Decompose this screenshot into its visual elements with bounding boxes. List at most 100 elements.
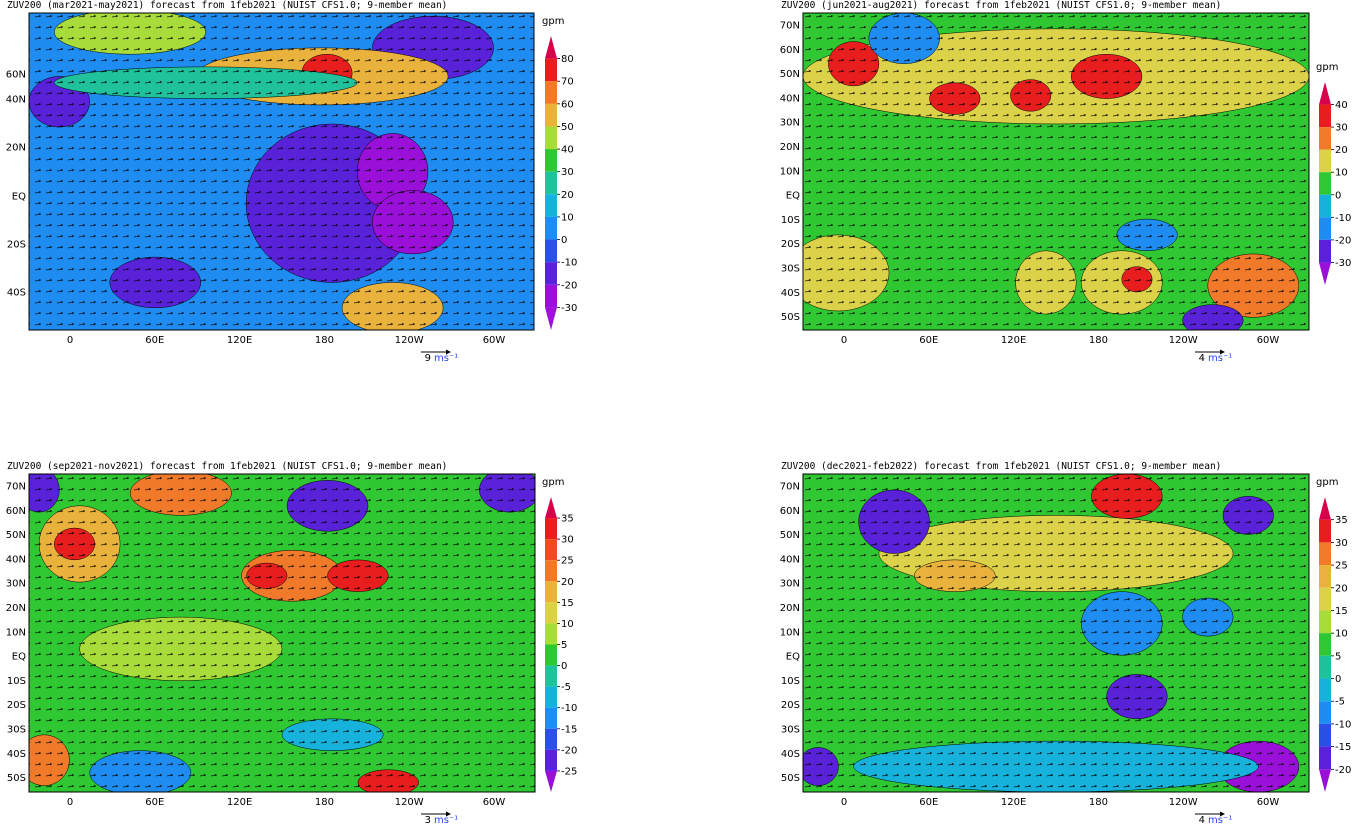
colorbar-label: 35 (1335, 515, 1348, 526)
colorbar-segment (545, 239, 557, 263)
colorbar-label: -5 (1335, 697, 1345, 708)
lon-label: 120W (395, 335, 424, 346)
lat-label: 30N (6, 579, 26, 590)
ref-unit: ms⁻¹ (1208, 353, 1232, 364)
ref-value: 3 (425, 815, 431, 826)
colorbar-segment (545, 644, 557, 666)
lat-label: 70N (780, 482, 800, 493)
ref-vector-head (446, 811, 451, 817)
lat-label: 50S (781, 312, 800, 323)
plot-frame (802, 12, 1310, 331)
colorbar-segment (1319, 104, 1331, 128)
lat-label: 20N (780, 603, 800, 614)
colorbar-label: 10 (1335, 629, 1348, 640)
colorbar-segment (1319, 678, 1331, 702)
lat-label: 60N (6, 70, 26, 81)
colorbar-segment (1319, 746, 1331, 770)
lon-label: 180 (315, 335, 334, 346)
lat-label: 20S (781, 239, 800, 250)
lat-label: EQ (786, 652, 800, 663)
lat-label: 20S (7, 240, 26, 251)
colorbar-label: 50 (561, 122, 574, 133)
lat-label: 10S (781, 676, 800, 687)
colorbar-segment (1319, 655, 1331, 679)
plot-frame (28, 12, 535, 331)
colorbar-label: 0 (1335, 674, 1341, 685)
contour-field (29, 13, 534, 330)
ref-vector-head (1220, 349, 1225, 355)
colorbar-segment (545, 623, 557, 645)
lat-label: 40S (781, 749, 800, 760)
colorbar-segment (545, 560, 557, 582)
wind-vectors (803, 13, 1309, 330)
colorbar-label: 15 (1335, 606, 1348, 617)
wind-vectors (29, 474, 535, 792)
lat-label: 20S (7, 700, 26, 711)
ref-value: 4 (1199, 815, 1205, 826)
lat-label: 10N (780, 627, 800, 638)
lat-label: 10S (781, 215, 800, 226)
lon-label: 120W (395, 797, 424, 808)
lon-label: 120E (227, 797, 252, 808)
colorbar-segment (1319, 610, 1331, 634)
lat-label: 70N (6, 482, 26, 493)
plot-frame (802, 473, 1310, 793)
lat-label: 30S (781, 264, 800, 275)
ref-unit: ms⁻¹ (434, 815, 458, 826)
colorbar-segment (1319, 519, 1331, 543)
colorbar-label: 25 (1335, 561, 1348, 572)
colorbar-segment (545, 581, 557, 603)
colorbar-segment (545, 216, 557, 240)
colorbar-label: 40 (1335, 100, 1348, 111)
colorbar-triangle (1319, 262, 1331, 285)
lat-label: EQ (12, 192, 26, 203)
colorbar-segment (1319, 217, 1331, 240)
colorbar-label: 40 (561, 145, 574, 156)
ref-unit: ms⁻¹ (1208, 815, 1232, 826)
lon-label: 120W (1169, 335, 1198, 346)
colorbar-label: -30 (561, 303, 577, 314)
lon-label: 0 (841, 797, 847, 808)
colorbar-triangle (1319, 82, 1331, 105)
colorbar-triangle (545, 497, 557, 519)
lon-label: 180 (1089, 335, 1108, 346)
lat-label: 70N (780, 21, 800, 32)
colorbar-segment (545, 518, 557, 540)
lat-label: 30N (780, 118, 800, 129)
ref-vector-head (1220, 811, 1225, 817)
plot-frame (28, 473, 536, 793)
colorbar-unit: gpm (542, 477, 564, 488)
colorbar-label: 10 (1335, 168, 1348, 179)
colorbar-label: 30 (1335, 538, 1348, 549)
wind-vectors (29, 13, 534, 330)
lon-label: 60W (1257, 797, 1280, 808)
lon-label: 120E (227, 335, 252, 346)
lon-label: 60E (145, 797, 164, 808)
colorbar-segment (545, 126, 557, 150)
colorbar-triangle (1319, 497, 1331, 520)
map-panel: ZUV200 (dec2021-feb2022) forecast from 1… (780, 461, 1352, 826)
colorbar-segment (1319, 239, 1331, 263)
contour-field (803, 13, 1309, 330)
lon-label: 60W (1257, 335, 1280, 346)
lat-label: 20N (6, 143, 26, 154)
lat-label: 40N (6, 554, 26, 565)
colorbar-label: -20 (1335, 235, 1351, 246)
lat-label: 50N (780, 69, 800, 80)
lat-label: 60N (6, 506, 26, 517)
lat-label: 40S (7, 749, 26, 760)
lat-label: 30N (780, 579, 800, 590)
lat-label: 40S (7, 288, 26, 299)
lat-label: 40N (780, 93, 800, 104)
wind-vectors (803, 474, 1309, 792)
ref-vector-head (446, 349, 451, 355)
colorbar-unit: gpm (542, 16, 564, 27)
colorbar-segment (1319, 633, 1331, 656)
lat-label: EQ (786, 191, 800, 202)
colorbar-label: 20 (561, 190, 574, 201)
lat-label: 10N (780, 166, 800, 177)
colorbar-label: -25 (561, 766, 577, 777)
map-panel: ZUV200 (sep2021-nov2021) forecast from 1… (6, 461, 578, 826)
lon-label: 120E (1001, 797, 1026, 808)
colorbar-triangle (545, 307, 557, 330)
